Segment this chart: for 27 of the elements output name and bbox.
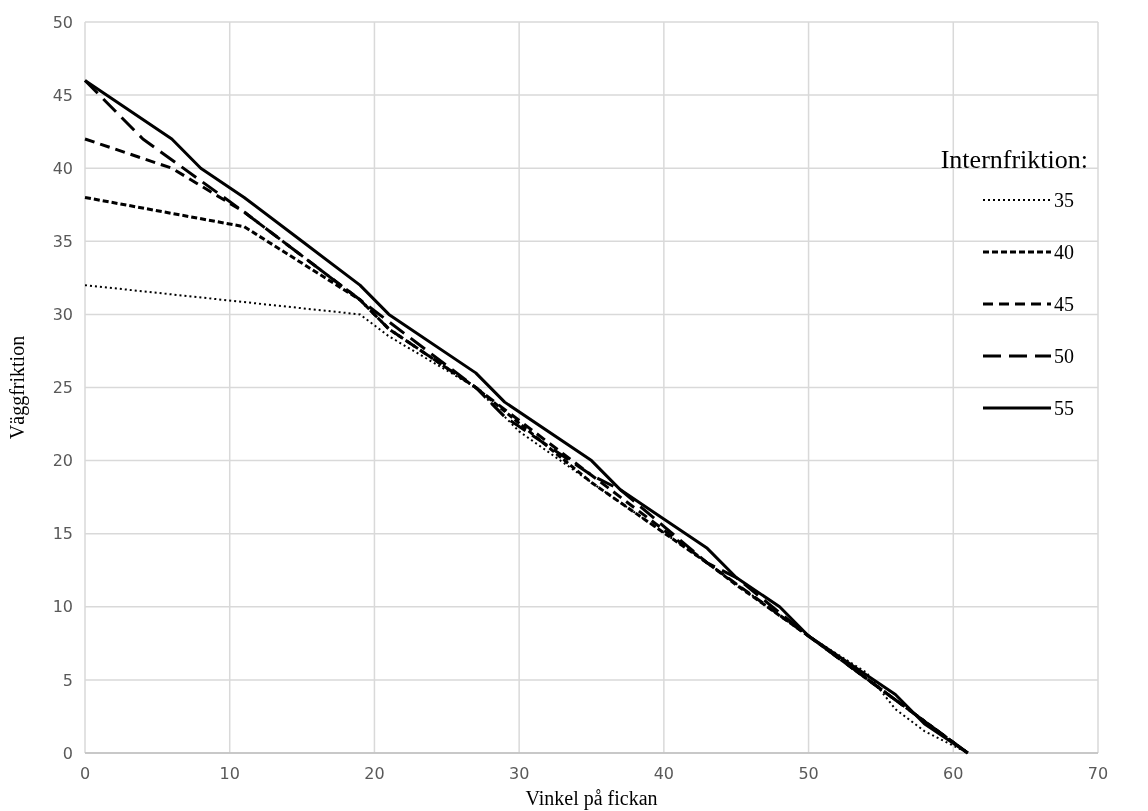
x-tick-label: 60	[943, 764, 964, 783]
x-axis-title: Vinkel på fickan	[525, 787, 658, 810]
y-tick-label: 15	[52, 524, 73, 544]
legend-title: Internfriktion:	[940, 145, 1088, 174]
x-tick-label: 40	[653, 764, 675, 783]
x-tick-label: 30	[508, 764, 530, 783]
x-tick-label: 50	[798, 764, 819, 783]
y-tick-label: 50	[52, 12, 73, 32]
x-tick-label: 0	[79, 764, 91, 783]
y-tick-label: 30	[52, 305, 73, 324]
y-tick-label: 5	[62, 670, 73, 690]
y-tick-label: 45	[52, 85, 73, 105]
x-tick-label: 70	[1087, 764, 1109, 783]
legend-label: 55	[1054, 397, 1074, 419]
legend-label: 40	[1054, 241, 1074, 263]
y-tick-label: 40	[52, 158, 73, 178]
legend-label: 35	[1054, 189, 1074, 211]
y-axis-title: Väggfriktion	[6, 335, 29, 440]
y-tick-label: 35	[52, 231, 73, 251]
y-tick-label: 0	[62, 743, 73, 763]
y-tick-label: 25	[52, 378, 73, 398]
y-tick-label: 10	[52, 597, 73, 617]
x-tick-label: 10	[219, 764, 240, 783]
legend-label: 45	[1054, 293, 1074, 315]
legend-label: 50	[1054, 345, 1074, 367]
x-tick-label: 20	[364, 764, 385, 783]
y-tick-label: 20	[52, 451, 73, 471]
